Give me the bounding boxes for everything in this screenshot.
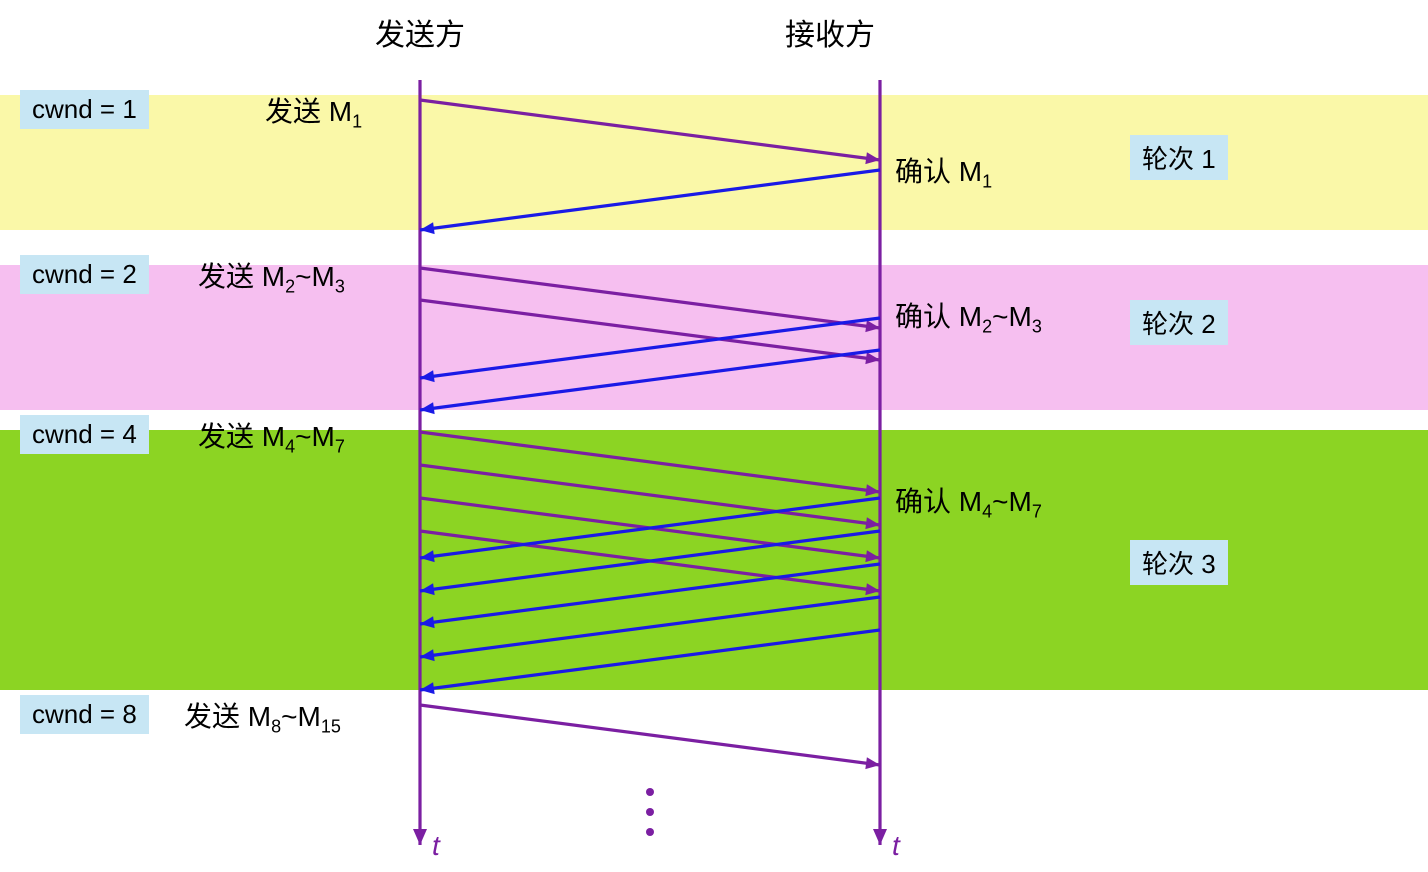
axis-label-receiver: t [892,830,900,862]
send-label-1: 发送 M1 [265,90,362,133]
send-label-3: 发送 M4~M7 [198,415,345,458]
ack-label-2: 确认 M2~M3 [895,295,1042,338]
sender-header: 发送方 [375,10,465,54]
cwnd-label-1: cwnd = 1 [20,90,149,129]
ack-label-3: 确认 M4~M7 [895,480,1042,523]
cwnd-label-4: cwnd = 8 [20,695,149,734]
ack-label-1: 确认 M1 [895,150,992,193]
send-label-2: 发送 M2~M3 [198,255,345,298]
receiver-header: 接收方 [785,10,875,54]
axis-label-sender: t [432,830,440,862]
round-label-2: 轮次 2 [1130,300,1228,345]
diagram-root: 发送方 接收方 cwnd = 1 cwnd = 2 cwnd = 4 cwnd … [0,0,1428,872]
send-label-4: 发送 M8~M15 [184,695,341,738]
cwnd-label-3: cwnd = 4 [20,415,149,454]
round-label-3: 轮次 3 [1130,540,1228,585]
round-label-1: 轮次 1 [1130,135,1228,180]
cwnd-label-2: cwnd = 2 [20,255,149,294]
